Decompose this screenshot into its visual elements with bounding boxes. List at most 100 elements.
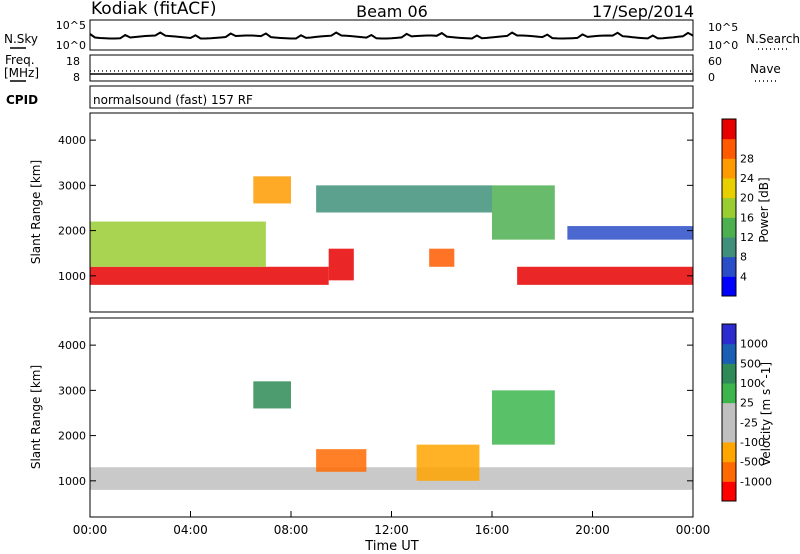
velocity-band-2 [316,449,367,472]
date-title: 17/Sep/2014 [592,2,694,21]
velocity-colorbar-cell-4 [722,402,736,423]
power-colorbar-tick-5: 24 [740,172,754,185]
power-colorbar-tick-3: 16 [740,211,754,224]
velocity-colorbar-cell-1 [722,461,736,482]
power-colorbar-tick-4: 20 [740,192,754,205]
power-band-3 [517,266,693,285]
power-colorbar-cell-5 [722,178,736,199]
velocity-colorbar: 1000 500 100 25 -25 -100 -500 -1000 [721,323,772,502]
time-tick-label-2: 08:00 [274,523,309,537]
time-tick-label-3: 12:00 [374,523,409,537]
sky-noise-trace [89,31,694,40]
power-panel: 1000 2000 3000 4000 Slant Range [km] 4 8 12 16… [29,112,771,313]
power-colorbar-tick-2: 12 [740,231,754,244]
sky-right-tick-bottom: 10^0 [708,39,738,52]
cpid-panel: CPID normalsound (fast) 157 RF [6,85,694,109]
velocity-colorbar-label: Velocity [m s^-1] [759,362,773,466]
power-colorbar-cell-6 [722,158,736,179]
velocity-colorbar-tick-5: -100 [740,436,765,449]
power-colorbar-cell-0 [722,276,736,297]
velocity-ylabel: Slant Range [km] [29,365,43,469]
power-band-0 [90,266,329,285]
sky-right-tick-top: 10^5 [708,21,738,34]
power-band-5 [253,176,291,204]
sky-left-tick-bottom: 10^0 [56,39,86,52]
velocity-colorbar-cell-8 [722,324,736,345]
power-ytick-label-1: 2000 [58,225,86,238]
velocity-colorbar-tick-6: -500 [740,456,765,469]
velocity-colorbar-cell-5 [722,383,736,404]
time-tick-label-0: 00:00 [73,523,108,537]
beam-title: Beam 06 [356,2,428,21]
freq-left-tick-bottom: 8 [73,71,80,84]
power-band-1 [328,248,354,281]
velocity-colorbar-cell-2 [722,442,736,463]
power-band-4 [90,221,266,267]
power-colorbar-cell-8 [722,119,736,140]
sky-panel: N.Sky 10^5 10^0 10^5 10^0 N.Search [4,19,800,52]
time-axis: 00:00 04:00 08:00 12:00 16:00 20:00 00:00 [73,511,711,537]
cpid-text: normalsound (fast) 157 RF [93,93,253,107]
time-tick-label-6: 00:00 [676,523,711,537]
freq-left-tick-top: 18 [66,55,80,68]
velocity-colorbar-tick-1: 500 [740,357,761,370]
power-ylabel: Slant Range [km] [29,160,43,264]
freq-right-tick-bottom: 0 [708,71,715,84]
power-band-6 [316,185,492,213]
velocity-colorbar-tick-2: 100 [740,377,761,390]
freq-right-tick-top: 60 [708,55,722,68]
velocity-band-0 [90,467,693,490]
power-ytick-label-0: 1000 [58,270,86,283]
freq-left-unit: [MHz] [4,66,39,80]
time-tick-label-4: 16:00 [475,523,510,537]
power-band-7 [492,185,555,240]
sky-left-tick-top: 10^5 [56,19,86,32]
time-tick-label-5: 20:00 [575,523,610,537]
sky-left-label: N.Sky [4,32,38,46]
power-band-2 [429,248,455,267]
velocity-ytick-label-2: 3000 [58,384,86,397]
power-band-8 [567,226,693,240]
power-yticks: 1000 2000 3000 4000 [58,134,693,283]
power-colorbar-cell-7 [722,138,736,159]
velocity-colorbar-tick-4: -25 [740,416,758,429]
velocity-band-1 [253,381,291,409]
power-colorbar-frame [721,118,737,297]
station-title: Kodiak (fitACF) [91,0,217,19]
velocity-band-3 [416,444,480,481]
nave-label: Nave [750,62,781,76]
velocity-data [90,381,693,490]
velocity-ytick-label-3: 4000 [58,339,86,352]
velocity-colorbar-cell-6 [722,363,736,384]
power-colorbar-tick-1: 8 [740,251,747,264]
velocity-ytick-label-1: 2000 [58,430,86,443]
time-tick-label-1: 04:00 [173,523,208,537]
power-colorbar-tick-0: 4 [740,270,747,283]
velocity-ytick-label-0: 1000 [58,475,86,488]
power-ytick-label-3: 4000 [58,134,86,147]
velocity-colorbar-tick-3: 25 [740,397,754,410]
time-axis-label: Time UT [364,539,418,554]
power-ytick-label-2: 3000 [58,179,86,192]
power-colorbar-label: Power [dB] [757,177,771,242]
freq-panel: Freq. [MHz] 18 8 60 0 Nave [4,53,781,84]
power-data [90,176,693,285]
power-colorbar-cell-2 [722,237,736,258]
power-colorbar-cell-3 [722,217,736,238]
velocity-panel: 1000 2000 3000 4000 Slant Range [km] 1000 50… [29,317,773,518]
velocity-colorbar-frame [721,323,737,502]
velocity-colorbar-cell-7 [722,343,736,364]
power-colorbar-cell-4 [722,197,736,218]
velocity-colorbar-tick-7: -1000 [740,475,772,488]
velocity-yticks: 1000 2000 3000 4000 [58,339,693,488]
velocity-colorbar-cell-0 [722,481,736,502]
velocity-colorbar-cell-3 [722,422,736,443]
freq-left-label: Freq. [5,53,35,67]
power-colorbar-tick-6: 28 [740,152,754,165]
velocity-colorbar-tick-0: 1000 [740,338,768,351]
velocity-band-4 [492,390,555,445]
sky-right-label: N.Search [746,32,800,46]
power-colorbar: 4 8 12 16 20 24 28 [721,118,754,297]
cpid-label: CPID [6,93,38,107]
